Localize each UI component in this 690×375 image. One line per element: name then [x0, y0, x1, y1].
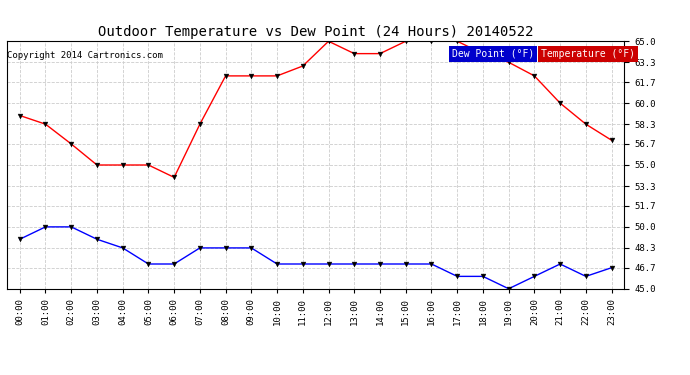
Text: Temperature (°F): Temperature (°F) [541, 49, 635, 58]
Title: Outdoor Temperature vs Dew Point (24 Hours) 20140522: Outdoor Temperature vs Dew Point (24 Hou… [98, 25, 533, 39]
Text: Copyright 2014 Cartronics.com: Copyright 2014 Cartronics.com [7, 51, 163, 60]
Text: Dew Point (°F): Dew Point (°F) [451, 49, 534, 58]
